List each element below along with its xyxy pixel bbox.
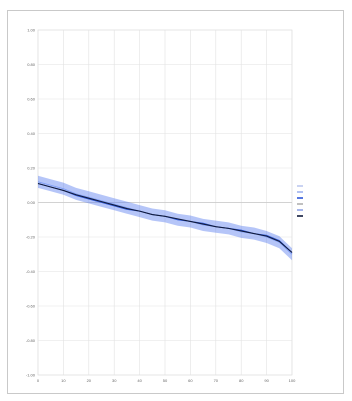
x-tick-label: 60: [188, 378, 193, 383]
series-line-3: [37, 182, 293, 253]
x-tick-label: 100: [289, 378, 296, 383]
x-tick-label: 0: [37, 378, 40, 383]
x-tick-label: 10: [61, 378, 66, 383]
y-tick-label: 0.80: [27, 62, 36, 67]
y-tick-label: -1.00: [26, 373, 36, 378]
y-tick-label: 0.00: [27, 200, 36, 205]
x-tick-label: 80: [239, 378, 244, 383]
x-tick-label: 40: [137, 378, 142, 383]
x-tick-label: 70: [214, 378, 219, 383]
x-tick-label: 50: [163, 378, 168, 383]
x-tick-label: 20: [87, 378, 92, 383]
y-tick-label: 0.40: [27, 131, 36, 136]
x-tick-label: 90: [264, 378, 269, 383]
y-tick-label: -0.60: [26, 304, 36, 309]
y-tick-label: 0.20: [27, 166, 36, 171]
x-tick-label: 30: [112, 378, 117, 383]
y-tick-label: 0.60: [27, 97, 36, 102]
y-tick-label: -0.20: [26, 235, 36, 240]
y-tick-label: -0.80: [26, 338, 36, 343]
y-tick-label: -0.40: [26, 269, 36, 274]
y-tick-label: 1.00: [27, 28, 36, 33]
series-band: [38, 175, 292, 261]
